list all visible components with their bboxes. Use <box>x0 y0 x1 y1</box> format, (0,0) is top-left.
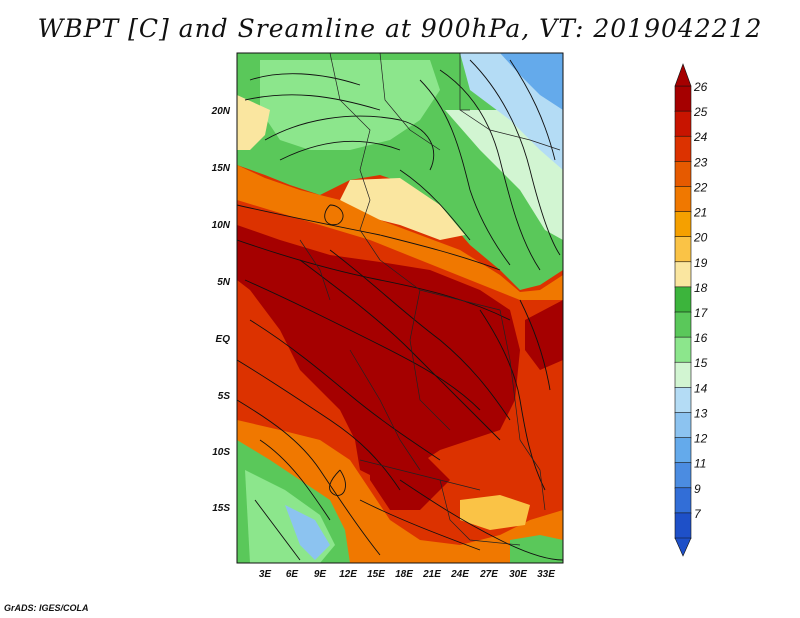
colorbar-label: 9 <box>694 482 701 496</box>
colorbar-label: 14 <box>694 381 708 395</box>
northeast-deep-blue-region <box>500 53 563 110</box>
lon-label: 33E <box>537 569 555 580</box>
colorbar-swatch <box>674 135 692 163</box>
lon-axis: 3E 6E 9E 12E 15E 18E 21E 24E 27E 30E 33E <box>259 569 555 580</box>
lat-label: 20N <box>211 106 231 117</box>
lon-label: 18E <box>395 569 413 580</box>
colorbar-swatch <box>674 286 692 313</box>
map-frame <box>236 52 564 564</box>
colorbar-label: 22 <box>693 180 708 194</box>
lat-label: 15N <box>212 163 231 174</box>
lon-label: 24E <box>450 569 469 580</box>
lon-label: 15E <box>367 569 385 580</box>
colorbar-swatch <box>674 85 692 112</box>
sahel-yellow-band <box>340 178 465 240</box>
colorbar-swatch <box>674 236 692 263</box>
colorbar-label: 18 <box>694 281 708 295</box>
colorbar-swatch <box>674 186 692 213</box>
northwest-yellow-band <box>237 95 270 150</box>
streamlines <box>237 59 563 561</box>
sahel-orange-band <box>237 165 563 300</box>
colorbar-label: 13 <box>694 406 708 420</box>
lat-axis: 20N 15N 10N 5N EQ 5S 10S 15S <box>211 106 231 514</box>
colorbar-bottom-arrow <box>674 537 692 557</box>
lon-label: 21E <box>422 569 441 580</box>
colorbar-swatch <box>674 161 692 188</box>
country-borders <box>299 53 561 546</box>
colorbar-label: 17 <box>694 306 709 320</box>
lat-label: 10S <box>212 447 230 458</box>
colorbar-label: 23 <box>693 155 708 169</box>
lat-label: 10N <box>212 220 231 231</box>
colorbar-swatch <box>674 387 692 414</box>
colorbar-label: 26 <box>693 80 708 94</box>
colorbar-swatch <box>674 412 692 439</box>
colorbar-label: 19 <box>694 256 708 270</box>
east-hot-patch <box>525 300 563 370</box>
lat-label: 15S <box>212 503 230 514</box>
colorbar-label: 20 <box>693 231 708 245</box>
south-yellow-patch <box>460 495 530 530</box>
colorbar-label: 21 <box>693 206 707 220</box>
lon-label: 12E <box>339 569 357 580</box>
colorbar-swatch <box>674 261 692 288</box>
colorbar-swatch <box>674 437 692 464</box>
footer-credit: GrADS: IGES/COLA <box>4 603 89 613</box>
colorbar-label: 12 <box>694 432 708 446</box>
lon-label: 6E <box>286 569 299 580</box>
colorbar-swatch <box>674 361 692 389</box>
colorbar-swatch <box>674 211 692 238</box>
southwest-blue-patch <box>285 505 330 560</box>
lon-label: 9E <box>314 569 327 580</box>
northern-light-green-region <box>260 60 440 150</box>
colorbar-label: 25 <box>693 105 708 119</box>
lat-label: 5S <box>218 391 231 402</box>
colorbar-swatch <box>674 462 692 489</box>
colorbar: 26 25 24 23 22 21 20 19 18 17 16 15 14 13 12 11 9 7 <box>674 63 709 557</box>
lat-label: EQ <box>216 334 231 345</box>
lon-label: 27E <box>479 569 498 580</box>
colorbar-label: 15 <box>694 356 708 370</box>
colorbar-swatch <box>674 110 692 138</box>
lon-label: 3E <box>259 569 272 580</box>
colorbar-label: 7 <box>694 507 702 521</box>
colorbar-label: 16 <box>694 331 708 345</box>
colorbar-swatch <box>674 336 692 364</box>
colorbar-swatch <box>674 487 692 514</box>
congo-hot-core <box>237 225 520 480</box>
lat-label: 5N <box>217 277 231 288</box>
colorbar-label: 11 <box>694 457 706 471</box>
colorbar-label: 24 <box>693 130 708 144</box>
map-title: WBPT [C] and Sreamline at 900hPa, VT: 20… <box>37 14 763 43</box>
central-hot-band-south <box>370 440 450 510</box>
lon-label: 30E <box>509 569 527 580</box>
colorbar-swatch <box>674 512 692 539</box>
colorbar-top-arrow <box>674 63 692 87</box>
colorbar-swatch <box>674 311 692 338</box>
southeast-green-patch <box>510 535 563 563</box>
